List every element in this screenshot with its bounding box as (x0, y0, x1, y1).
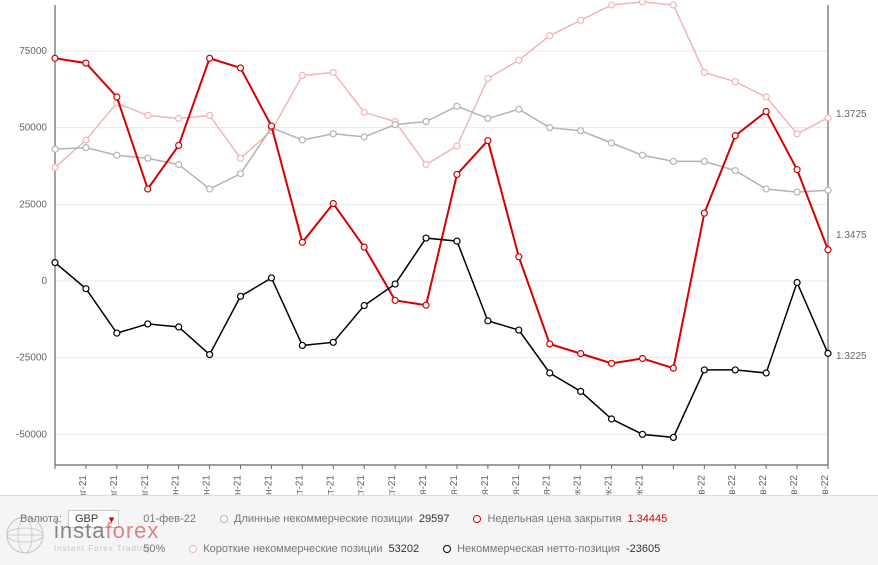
legend-row-2: Валюта:GBP 50% Короткие некоммерческие п… (20, 534, 858, 564)
legend-row-1: Валюта: GBP 01-фев-22 Длинные некоммерче… (20, 504, 858, 534)
svg-text:1.3475: 1.3475 (836, 230, 867, 241)
svg-text:-25000: -25000 (16, 353, 48, 364)
svg-text:-50000: -50000 (16, 429, 48, 440)
legend-pct: 50% (143, 543, 165, 555)
circle-icon (473, 515, 481, 523)
legend-label: Недельная цена закрытия (487, 513, 621, 525)
currency-select[interactable]: GBP (68, 510, 119, 528)
circle-icon (220, 515, 228, 523)
svg-text:25000: 25000 (19, 199, 47, 210)
legend-label: Некоммерческая нетто-позиция (457, 543, 620, 555)
legend-weekly-close: Недельная цена закрытия 1.34445 (473, 513, 667, 525)
legend-value: -23605 (626, 543, 660, 555)
legend-net-noncomm: Некоммерческая нетто-позиция -23605 (443, 543, 660, 555)
svg-text:1.3725: 1.3725 (836, 109, 867, 120)
currency-selector-wrap: Валюта: GBP (20, 510, 119, 528)
chart-container: -50000 -25000 0 25000 50000 75000 1.3225 1.3475… (0, 0, 878, 565)
legend-value: 1.34445 (627, 513, 667, 525)
line-chart: -50000 -25000 0 25000 50000 75000 1.3225 1.3475… (0, 0, 878, 565)
legend-date-value: 01-фев-22 (143, 513, 196, 525)
svg-text:0: 0 (41, 276, 47, 287)
legend-pct-value: 50% (143, 543, 165, 555)
legend-long-noncomm: Длинные некоммерческие позиции 29597 (220, 513, 449, 525)
legend-value: 29597 (419, 513, 450, 525)
legend-label: Длинные некоммерческие позиции (234, 513, 413, 525)
legend-panel: Валюта: GBP 01-фев-22 Длинные некоммерче… (0, 495, 878, 565)
currency-label: Валюта: (20, 513, 62, 525)
svg-text:50000: 50000 (19, 123, 47, 134)
circle-icon (443, 545, 451, 553)
svg-text:75000: 75000 (19, 46, 47, 57)
circle-icon (189, 545, 197, 553)
legend-short-noncomm: Короткие некоммерческие позиции 53202 (189, 543, 419, 555)
svg-text:1.3225: 1.3225 (836, 351, 867, 362)
legend-date: 01-фев-22 (143, 513, 196, 525)
legend-label: Короткие некоммерческие позиции (203, 543, 382, 555)
legend-value: 53202 (389, 543, 420, 555)
